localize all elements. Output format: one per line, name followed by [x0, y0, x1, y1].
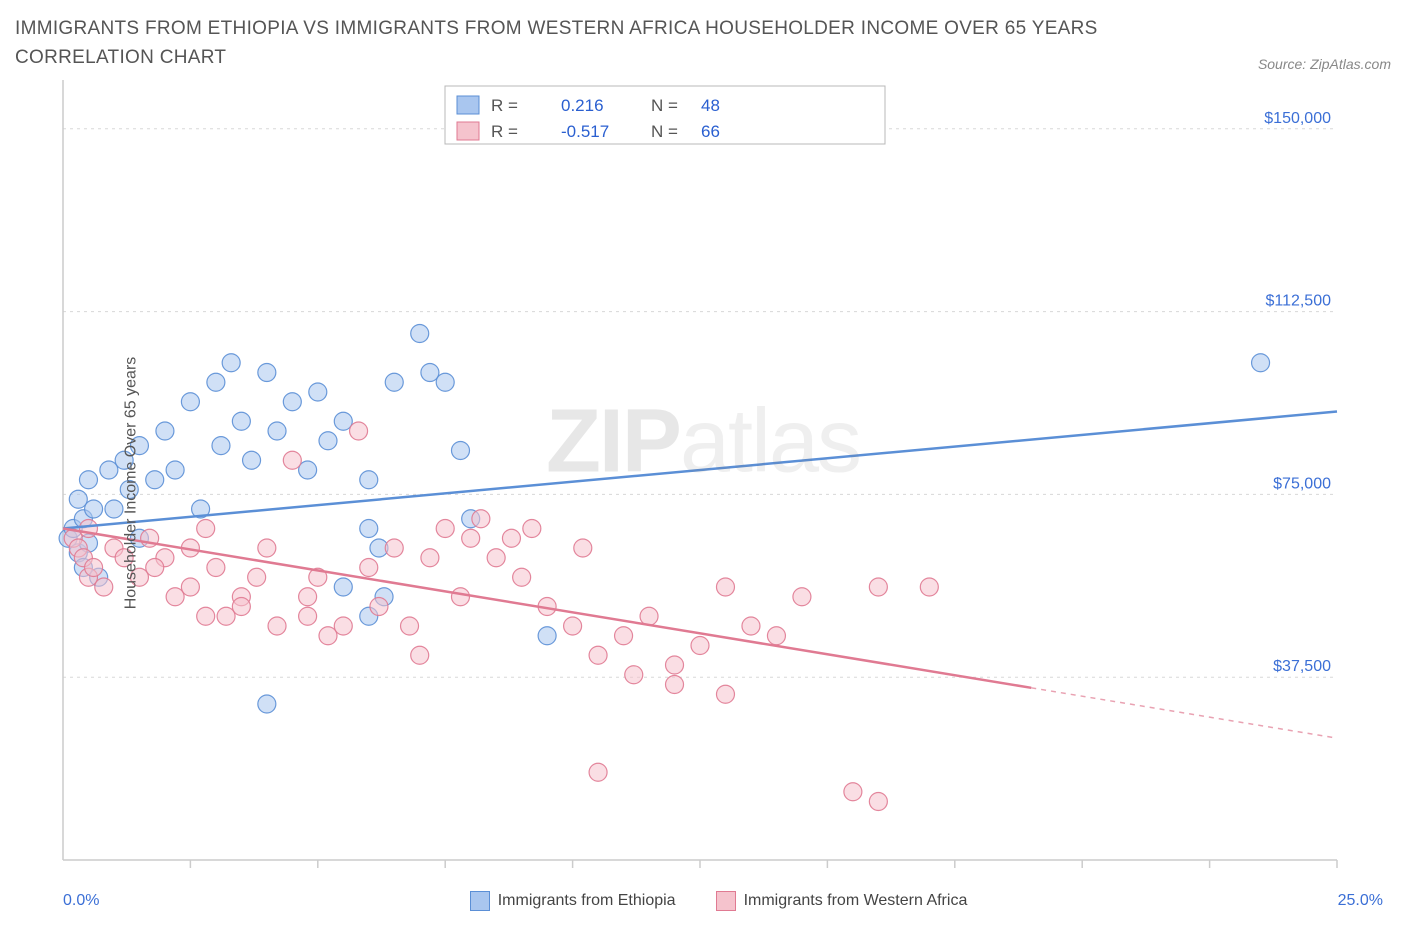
svg-text:N =: N = — [651, 122, 678, 141]
chart-title: IMMIGRANTS FROM ETHIOPIA VS IMMIGRANTS F… — [15, 15, 1165, 72]
svg-text:48: 48 — [701, 96, 720, 115]
legend-label: Immigrants from Western Africa — [744, 892, 968, 910]
source-label: Source: ZipAtlas.com — [1258, 56, 1391, 72]
y-axis-label: Householder Income Over 65 years — [122, 356, 140, 609]
legend-label: Immigrants from Ethiopia — [498, 892, 676, 910]
swatch-icon — [716, 891, 736, 911]
bottom-series-legend: Immigrants from Ethiopia Immigrants from… — [470, 891, 968, 911]
x-axis-max: 25.0% — [1338, 892, 1383, 910]
chart-container: Householder Income Over 65 years $37,500… — [15, 80, 1391, 885]
svg-text:$150,000: $150,000 — [1264, 110, 1331, 127]
scatter-chart: $37,500 $75,000 $112,500 $150,000 R = 0.216 N … — [15, 80, 1345, 880]
svg-text:$75,000: $75,000 — [1273, 475, 1331, 492]
x-axis-footer: 0.0% Immigrants from Ethiopia Immigrants… — [15, 891, 1391, 911]
svg-text:-0.517: -0.517 — [561, 122, 609, 141]
x-axis-min: 0.0% — [63, 892, 99, 910]
svg-text:N =: N = — [651, 96, 678, 115]
legend-item-wafrica: Immigrants from Western Africa — [716, 891, 968, 911]
svg-text:$37,500: $37,500 — [1273, 658, 1331, 675]
svg-text:$112,500: $112,500 — [1265, 293, 1331, 310]
svg-text:R =: R = — [491, 96, 518, 115]
svg-text:0.216: 0.216 — [561, 96, 604, 115]
legend-item-ethiopia: Immigrants from Ethiopia — [470, 891, 676, 911]
svg-text:66: 66 — [701, 122, 720, 141]
swatch-icon — [470, 891, 490, 911]
svg-text:R =: R = — [491, 122, 518, 141]
